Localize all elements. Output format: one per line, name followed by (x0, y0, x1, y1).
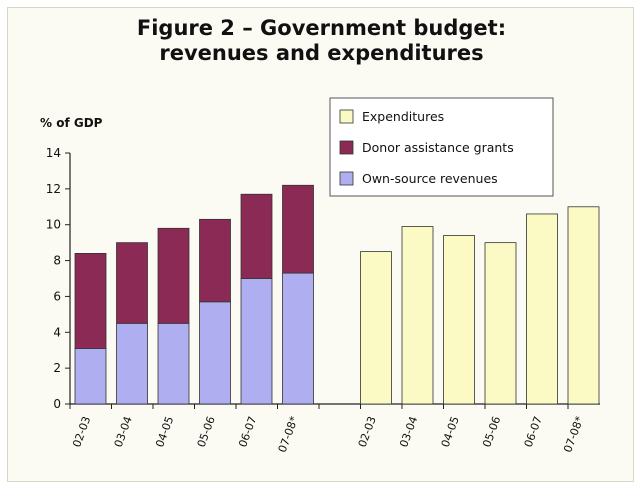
bar-donor-assistance-grants (116, 242, 148, 324)
bar-own-source-revenues (116, 322, 148, 405)
y-tick-label: 14 (46, 146, 61, 160)
x-tick-label: 07-08* (276, 414, 301, 454)
bar-expenditures (484, 242, 517, 405)
bar-expenditures (443, 235, 475, 405)
x-tick-label: 05-06 (480, 415, 503, 449)
legend-label: Donor assistance grants (362, 140, 514, 155)
x-tick-label: 02-03 (70, 415, 93, 449)
bar-donor-assistance-grants (199, 218, 231, 303)
bar-own-source-revenues (74, 348, 107, 405)
bar-expenditures (401, 226, 434, 405)
bar-donor-assistance-grants (282, 184, 314, 274)
chart-title: Figure 2 – Government budget: revenues a… (0, 16, 643, 66)
x-tick-label: 03-04 (397, 415, 420, 449)
bar-own-source-revenues (199, 301, 231, 405)
bar-own-source-revenues (157, 322, 190, 405)
x-tick-label: 06-07 (236, 415, 259, 449)
y-tick-label: 0 (53, 397, 61, 411)
x-tick-label: 05-06 (195, 415, 218, 449)
x-tick-label: 04-05 (153, 415, 176, 449)
y-tick-label: 10 (46, 218, 61, 232)
bar-own-source-revenues (282, 272, 314, 405)
bar-donor-assistance-grants (240, 193, 273, 279)
legend-swatch (339, 140, 354, 155)
bar-donor-assistance-grants (74, 252, 107, 349)
chart-title-line2: revenues and expenditures (159, 41, 484, 65)
x-tick-label: 03-04 (112, 415, 135, 449)
bar-expenditures (567, 206, 600, 405)
legend-label: Own-source revenues (362, 171, 498, 186)
y-tick-label: 12 (46, 182, 61, 196)
y-axis-label: % of GDP (40, 116, 103, 130)
chart-title-line1: Figure 2 – Government budget: (136, 16, 507, 40)
x-tick-label: 04-05 (439, 415, 462, 449)
legend-swatch (339, 109, 354, 124)
y-tick-label: 2 (53, 361, 61, 375)
x-tick-label: 06-07 (522, 415, 545, 449)
legend: Expenditures Donor assistance grants Own-s… (329, 97, 554, 197)
bar-expenditures (526, 213, 558, 405)
bar-own-source-revenues (240, 278, 273, 405)
x-tick-label: 07-08* (561, 414, 586, 454)
y-tick-label: 6 (53, 289, 61, 303)
legend-label: Expenditures (362, 109, 444, 124)
bar-expenditures (360, 251, 392, 405)
x-tick-label: 02-03 (356, 415, 379, 449)
bars (74, 184, 600, 405)
legend-box (329, 97, 554, 197)
y-tick-label: 8 (53, 254, 61, 268)
y-tick-label: 4 (53, 325, 61, 339)
x-tick-labels: 02-03 03-04 04-05 05-06 06-07 07-08* 02-03 03-0… (70, 414, 586, 454)
legend-swatch (339, 171, 354, 186)
bar-donor-assistance-grants (157, 227, 190, 324)
